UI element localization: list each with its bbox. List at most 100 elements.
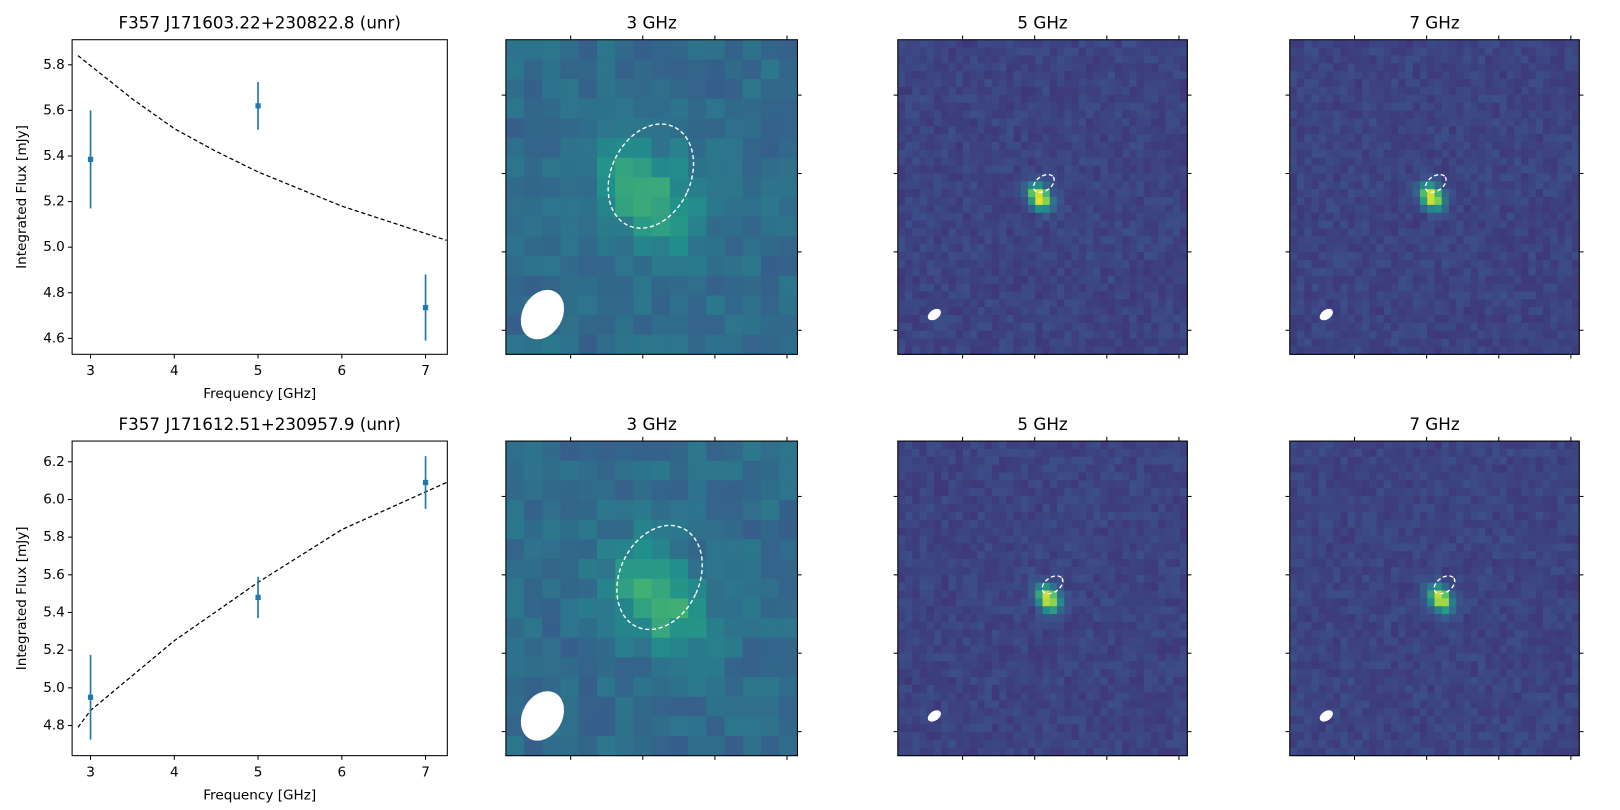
pixel bbox=[1557, 330, 1566, 340]
pixel bbox=[1391, 157, 1399, 167]
pixel bbox=[1427, 189, 1436, 198]
pixel bbox=[1180, 94, 1188, 104]
pixel bbox=[933, 661, 942, 670]
pixel bbox=[1470, 71, 1479, 80]
pixel bbox=[1318, 236, 1327, 245]
pixel bbox=[897, 519, 906, 529]
pixel bbox=[1434, 126, 1443, 135]
pixel bbox=[1318, 173, 1327, 182]
pixel bbox=[1107, 236, 1116, 245]
pixel bbox=[1311, 307, 1320, 316]
pixel bbox=[948, 330, 957, 340]
pixel bbox=[999, 629, 1007, 639]
pixel bbox=[999, 346, 1007, 355]
pixel bbox=[1136, 71, 1145, 80]
pixel bbox=[1013, 448, 1022, 458]
y-axis-label: Integrated Flux [mJy] bbox=[14, 125, 30, 269]
pixel bbox=[919, 189, 928, 198]
pixel bbox=[1391, 134, 1399, 143]
pixel bbox=[542, 618, 562, 639]
pixel bbox=[991, 118, 1000, 127]
pixel bbox=[1412, 157, 1421, 167]
pixel bbox=[1143, 141, 1152, 151]
pixel bbox=[955, 669, 964, 678]
pixel bbox=[970, 621, 978, 631]
pixel bbox=[1085, 700, 1094, 709]
pixel bbox=[1085, 724, 1094, 733]
pixel bbox=[897, 259, 906, 269]
pixel bbox=[984, 543, 993, 552]
pixel bbox=[941, 55, 949, 64]
pixel bbox=[1136, 102, 1145, 112]
pixel bbox=[1441, 204, 1450, 214]
pixel bbox=[1057, 732, 1065, 741]
pixel bbox=[1057, 566, 1065, 576]
pixel bbox=[1514, 283, 1522, 292]
pixel bbox=[1463, 173, 1472, 182]
pixel bbox=[955, 511, 964, 521]
pixel bbox=[912, 322, 921, 332]
pixel bbox=[970, 496, 978, 505]
pixel bbox=[1485, 197, 1493, 206]
pixel bbox=[1143, 126, 1152, 135]
pixel bbox=[941, 110, 949, 119]
pixel bbox=[1506, 346, 1515, 355]
pixel bbox=[1085, 283, 1094, 292]
pixel bbox=[1333, 299, 1341, 308]
pixel bbox=[1405, 197, 1414, 206]
pixel bbox=[578, 500, 598, 521]
pixel bbox=[919, 79, 928, 88]
pixel bbox=[1006, 134, 1015, 143]
pixel bbox=[1085, 614, 1094, 623]
pixel bbox=[1420, 165, 1428, 174]
pixel bbox=[1085, 441, 1094, 450]
pixel bbox=[1013, 739, 1022, 749]
pixel bbox=[1434, 39, 1443, 49]
pixel bbox=[991, 291, 1000, 300]
pixel bbox=[1006, 330, 1015, 340]
pixel bbox=[1049, 503, 1058, 513]
pixel bbox=[977, 314, 986, 324]
pixel bbox=[1151, 322, 1159, 332]
pixel bbox=[1383, 118, 1392, 127]
pixel bbox=[1347, 197, 1356, 206]
pixel bbox=[1028, 653, 1036, 662]
pixel bbox=[1071, 551, 1080, 560]
pixel bbox=[596, 696, 616, 717]
pixel bbox=[1035, 244, 1044, 253]
pixel bbox=[999, 669, 1007, 678]
pixel bbox=[1085, 267, 1094, 277]
pixel bbox=[1492, 197, 1501, 206]
pixel bbox=[1078, 472, 1087, 481]
pixel bbox=[1035, 212, 1044, 222]
pixel bbox=[1456, 63, 1464, 72]
pixel bbox=[941, 645, 949, 654]
pixel bbox=[1499, 118, 1508, 127]
pixel bbox=[633, 460, 653, 481]
pixel bbox=[1564, 141, 1573, 151]
pixel bbox=[742, 618, 762, 639]
pixel bbox=[977, 55, 986, 64]
pixel bbox=[1064, 79, 1073, 88]
pixel bbox=[596, 138, 616, 159]
pixel bbox=[1463, 330, 1472, 340]
pixel bbox=[1093, 559, 1101, 568]
pixel bbox=[1129, 314, 1138, 324]
pixel bbox=[970, 63, 978, 72]
pixel bbox=[1057, 322, 1065, 332]
pixel bbox=[912, 55, 921, 64]
pixel bbox=[1456, 228, 1464, 237]
pixel bbox=[1477, 346, 1486, 355]
pixel bbox=[919, 747, 928, 757]
pixel bbox=[1289, 79, 1298, 88]
pixel bbox=[1100, 157, 1109, 167]
pixel bbox=[1448, 291, 1457, 300]
pixel bbox=[1354, 71, 1363, 80]
pixel bbox=[1340, 102, 1349, 112]
pixel bbox=[991, 71, 1000, 80]
pixel bbox=[1013, 488, 1022, 497]
pixel bbox=[1129, 322, 1138, 332]
pixel bbox=[1013, 118, 1022, 127]
pixel bbox=[688, 598, 707, 619]
pixel bbox=[977, 637, 986, 647]
